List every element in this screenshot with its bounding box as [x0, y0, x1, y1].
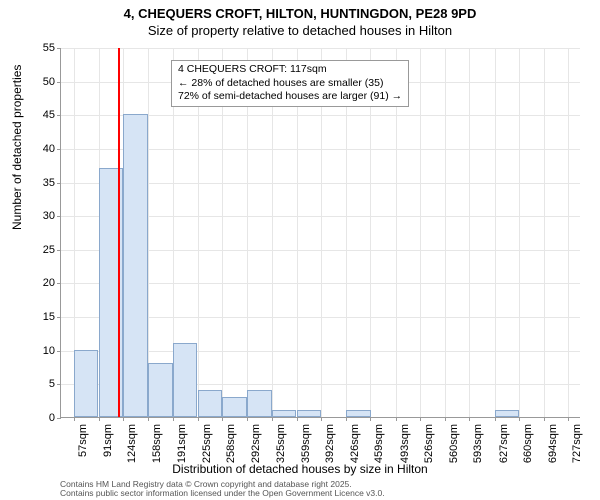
gridline-vertical: [568, 48, 569, 417]
histogram-bar: [123, 114, 148, 417]
x-tick-label: 526sqm: [423, 424, 435, 463]
gridline-vertical: [469, 48, 470, 417]
annotation-larger: 72% of semi-detached houses are larger (…: [178, 90, 402, 104]
y-tick-mark: [57, 418, 61, 419]
histogram-bar: [346, 410, 371, 417]
y-tick-label: 10: [25, 345, 55, 357]
x-tick-label: 392sqm: [324, 424, 336, 463]
y-tick-mark: [57, 250, 61, 251]
y-tick-mark: [57, 351, 61, 352]
x-axis-label: Distribution of detached houses by size …: [0, 462, 600, 476]
x-tick-label: 124sqm: [126, 424, 138, 463]
chart-title: 4, CHEQUERS CROFT, HILTON, HUNTINGDON, P…: [0, 0, 600, 23]
annotation-property: 4 CHEQUERS CROFT: 117sqm: [178, 63, 402, 77]
x-tick-mark: [173, 417, 174, 421]
x-tick-label: 292sqm: [250, 424, 262, 463]
x-tick-label: 694sqm: [547, 424, 559, 463]
copyright-footnote: Contains HM Land Registry data © Crown c…: [60, 480, 385, 499]
x-tick-mark: [420, 417, 421, 421]
y-tick-mark: [57, 384, 61, 385]
x-tick-mark: [370, 417, 371, 421]
y-tick-label: 5: [25, 378, 55, 390]
x-tick-label: 627sqm: [498, 424, 510, 463]
x-tick-mark: [297, 417, 298, 421]
x-tick-label: 225sqm: [201, 424, 213, 463]
histogram-bar: [173, 343, 198, 417]
x-tick-label: 57sqm: [77, 424, 89, 457]
y-tick-mark: [57, 216, 61, 217]
x-tick-label: 325sqm: [275, 424, 287, 463]
y-tick-label: 0: [25, 412, 55, 424]
x-tick-mark: [396, 417, 397, 421]
x-tick-label: 426sqm: [349, 424, 361, 463]
x-tick-label: 191sqm: [176, 424, 188, 463]
y-tick-mark: [57, 317, 61, 318]
y-tick-mark: [57, 149, 61, 150]
y-tick-label: 25: [25, 244, 55, 256]
histogram-bar: [297, 410, 322, 417]
property-annotation-box: 4 CHEQUERS CROFT: 117sqm ← 28% of detach…: [171, 60, 409, 107]
y-tick-label: 50: [25, 76, 55, 88]
histogram-bar: [272, 410, 297, 417]
gridline-vertical: [148, 48, 149, 417]
x-tick-label: 459sqm: [373, 424, 385, 463]
y-tick-label: 55: [25, 42, 55, 54]
y-tick-mark: [57, 283, 61, 284]
x-tick-label: 560sqm: [448, 424, 460, 463]
x-tick-mark: [198, 417, 199, 421]
x-tick-mark: [568, 417, 569, 421]
gridline-vertical: [544, 48, 545, 417]
x-tick-label: 258sqm: [225, 424, 237, 463]
histogram-bar: [495, 410, 520, 417]
gridline-vertical: [519, 48, 520, 417]
gridline-vertical: [420, 48, 421, 417]
chart-subtitle: Size of property relative to detached ho…: [0, 23, 600, 38]
x-tick-mark: [123, 417, 124, 421]
x-tick-mark: [272, 417, 273, 421]
gridline-vertical: [445, 48, 446, 417]
x-tick-label: 727sqm: [571, 424, 583, 463]
y-tick-label: 40: [25, 143, 55, 155]
histogram-bar: [222, 397, 247, 417]
annotation-smaller: ← 28% of detached houses are smaller (35…: [178, 77, 402, 91]
histogram-bar: [198, 390, 223, 417]
y-tick-mark: [57, 48, 61, 49]
x-tick-mark: [469, 417, 470, 421]
x-tick-mark: [544, 417, 545, 421]
x-tick-label: 91sqm: [102, 424, 114, 457]
x-tick-mark: [247, 417, 248, 421]
y-tick-mark: [57, 183, 61, 184]
x-tick-mark: [222, 417, 223, 421]
x-tick-mark: [519, 417, 520, 421]
histogram-plot-area: 4 CHEQUERS CROFT: 117sqm ← 28% of detach…: [60, 48, 580, 418]
x-tick-mark: [445, 417, 446, 421]
y-axis-label: Number of detached properties: [10, 65, 24, 230]
y-tick-label: 30: [25, 210, 55, 222]
y-tick-label: 35: [25, 177, 55, 189]
x-tick-label: 593sqm: [472, 424, 484, 463]
histogram-bar: [247, 390, 272, 417]
histogram-bar: [74, 350, 99, 417]
x-tick-mark: [74, 417, 75, 421]
x-tick-label: 660sqm: [522, 424, 534, 463]
x-tick-label: 493sqm: [399, 424, 411, 463]
x-tick-mark: [99, 417, 100, 421]
gridline-vertical: [495, 48, 496, 417]
footnote-line-2: Contains public sector information licen…: [60, 489, 385, 498]
y-tick-label: 20: [25, 277, 55, 289]
y-tick-label: 15: [25, 311, 55, 323]
x-tick-label: 158sqm: [151, 424, 163, 463]
x-tick-mark: [148, 417, 149, 421]
y-tick-mark: [57, 115, 61, 116]
x-tick-label: 359sqm: [300, 424, 312, 463]
x-tick-mark: [495, 417, 496, 421]
y-tick-mark: [57, 82, 61, 83]
x-tick-mark: [346, 417, 347, 421]
y-tick-label: 45: [25, 109, 55, 121]
property-marker-line: [118, 48, 120, 417]
x-tick-mark: [321, 417, 322, 421]
histogram-bar: [148, 363, 173, 417]
